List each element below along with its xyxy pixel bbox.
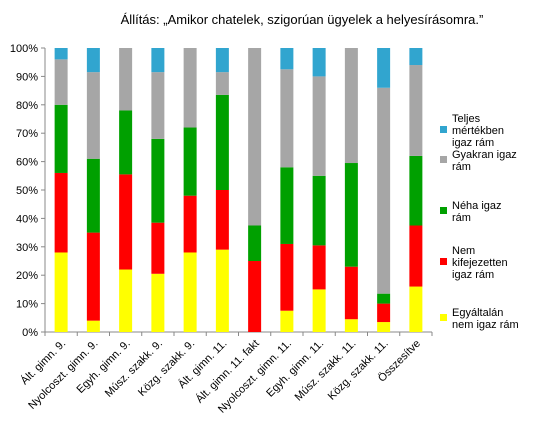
bar-segment [377,87,391,294]
legend-label: Egyáltalán nem igaz rám [452,307,519,331]
legend-swatch [440,156,447,163]
bar-segment [86,72,100,159]
bar-segment [280,167,294,244]
y-tick-label: 70% [16,128,38,140]
bar-segment [409,155,423,226]
y-tick-label: 10% [16,299,38,311]
bar-segment [409,225,423,287]
chart-title: Állítás: „Amikor chatelek, szigorúan ügy… [121,12,484,27]
legend-swatch [440,314,447,321]
bar-segment [183,252,197,332]
y-tick-label: 50% [16,185,38,197]
bar-segment [215,249,229,332]
bar-segment [151,138,165,223]
bar-segment [248,261,262,332]
bar-segment [280,310,294,332]
y-tick-label: 20% [16,270,38,282]
y-tick-label: 80% [16,100,38,112]
bar-segment [183,48,197,128]
bar-segment [119,48,133,111]
bar-segment [119,269,133,332]
bar-segment [312,289,326,332]
legend-swatch [440,126,447,133]
legend-label: Teljes mértékben igaz rám [452,113,504,149]
bar-segment [280,48,294,70]
bar-segment [119,174,133,270]
plot-area: 0%10%20%30%40%50%60%70%80%90%100%Ált. gi… [10,43,433,416]
bar-segment [377,322,391,332]
legend-label: Gyakran igaz rám [452,149,517,173]
y-tick-label: 60% [16,157,38,169]
bar-segment [377,293,391,304]
legend-swatch [440,258,447,265]
bar-segment [86,158,100,233]
bar-segment [344,319,358,332]
bar-segment [312,48,326,77]
bar-segment [183,127,197,196]
legend-label: Nem kifejezetten igaz rám [452,245,508,281]
y-tick-label: 30% [16,242,38,254]
y-tick-label: 0% [22,327,38,339]
bar-segment [344,163,358,267]
bar-segment [54,48,68,60]
bar-segment [409,48,423,66]
legend-swatch [440,207,447,214]
bar-segment [377,303,391,323]
bar-segment [312,245,326,290]
bar-segment [312,175,326,246]
bar-segment [215,190,229,250]
legend-label: Néha igaz rám [452,200,502,224]
bar-segment [183,195,197,253]
bar-segment [248,48,262,226]
y-tick-label: 100% [10,43,38,55]
bar-segment [151,72,165,139]
bar-segment [54,104,68,173]
bar-segment [215,48,229,73]
bar-segment [86,320,100,332]
x-category-label: Egyh. gimn. 11. [264,338,326,400]
bar-segment [377,48,391,88]
bar-segment [151,222,165,274]
bar-segment [280,243,294,311]
bar-segment [215,94,229,190]
bar-segment [344,266,358,320]
bar-segment [215,72,229,95]
bar-segment [119,110,133,175]
bar-segment [409,286,423,332]
x-category-label: Músz. szakk. 9. [103,338,165,400]
bar-segment [86,232,100,321]
bar-segment [151,48,165,73]
bar-segment [54,59,68,105]
bar-segment [248,225,262,261]
bar-segment [409,65,423,156]
bar-segment [151,273,165,332]
y-tick-label: 40% [16,213,38,225]
bar-segment [54,252,68,332]
bar-segment [312,76,326,176]
x-category-label: Közg. szakk. 9. [136,338,197,399]
bar-segment [344,48,358,164]
bar-segment [86,48,100,73]
bar-segment [280,69,294,168]
y-tick-label: 90% [16,71,38,83]
bar-segment [54,172,68,253]
